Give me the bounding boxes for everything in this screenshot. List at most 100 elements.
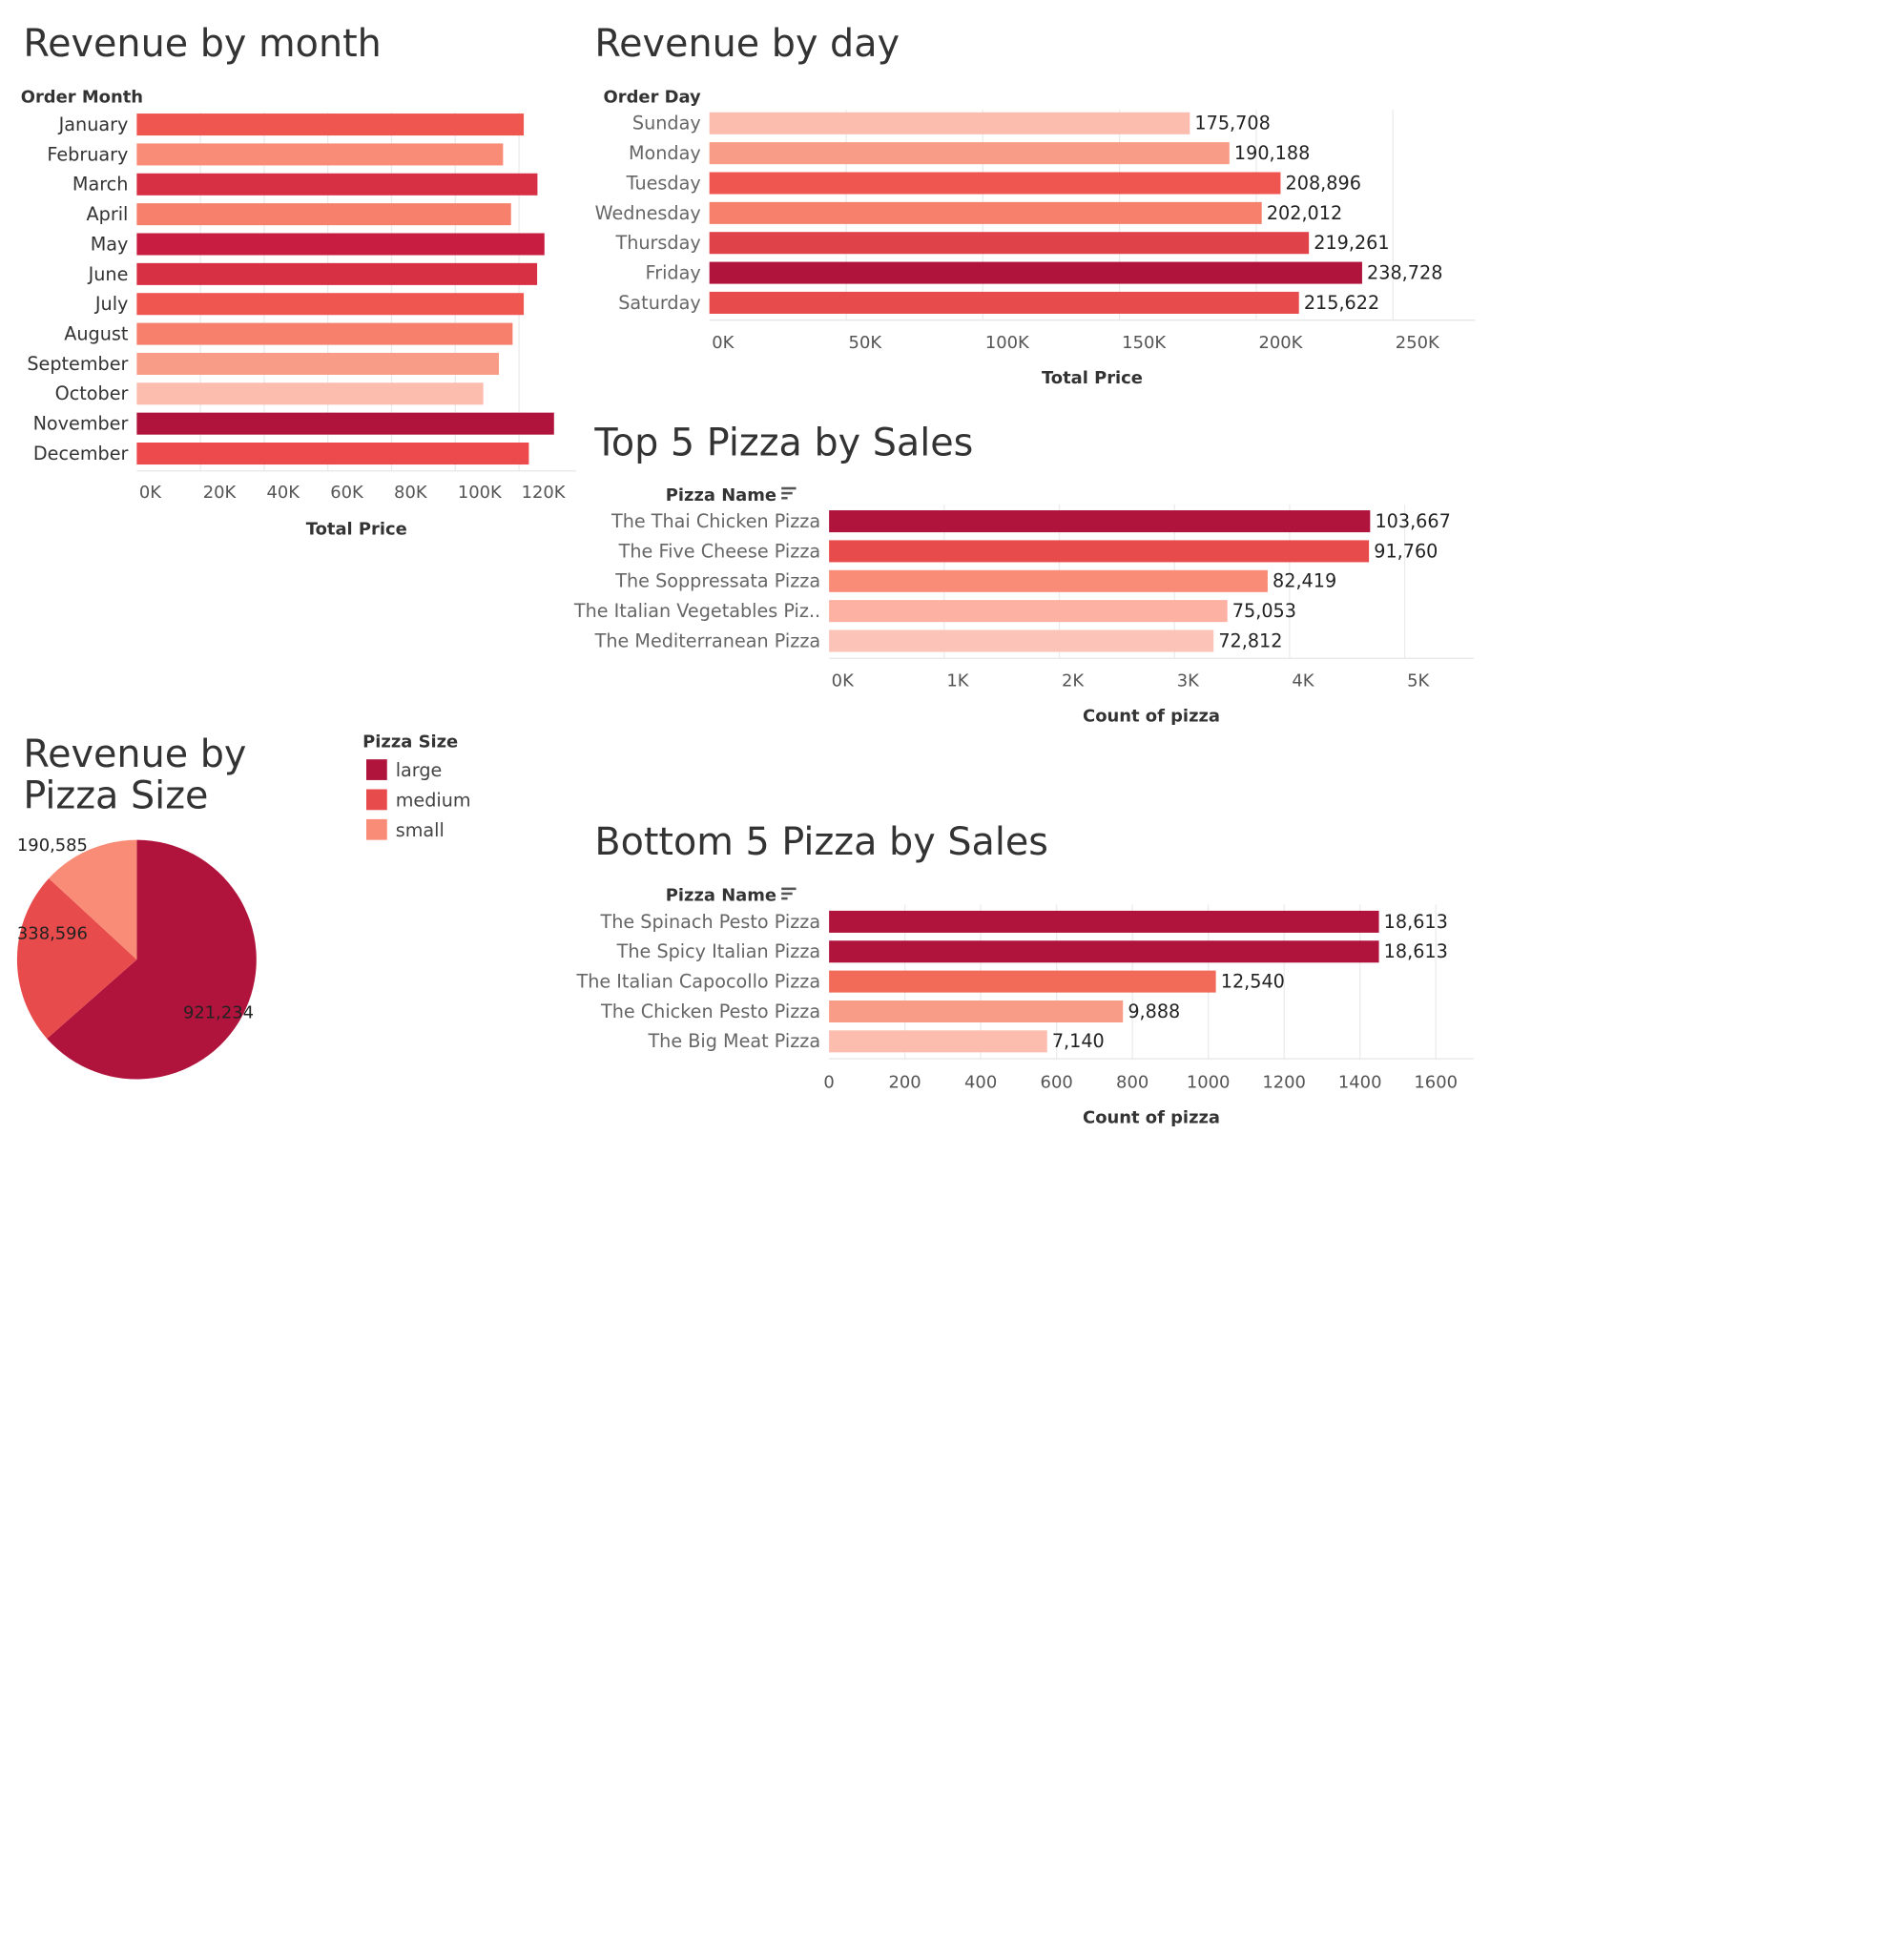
bar bbox=[709, 142, 1230, 165]
x-tick-label: 250K bbox=[1396, 333, 1440, 353]
category-header: Pizza Name bbox=[666, 886, 776, 906]
category-label: December bbox=[33, 443, 129, 464]
category-label: The Soppressata Pizza bbox=[614, 570, 820, 592]
data-label: 175,708 bbox=[1194, 113, 1270, 134]
bar bbox=[136, 443, 529, 465]
x-tick-label: 1200 bbox=[1262, 1072, 1306, 1092]
data-label: 208,896 bbox=[1286, 172, 1361, 194]
data-label: 238,728 bbox=[1367, 261, 1442, 283]
x-tick-label: 1600 bbox=[1414, 1072, 1458, 1092]
bar bbox=[829, 1030, 1047, 1053]
bottom5-pizza-title: Bottom 5 Pizza by Sales bbox=[594, 820, 1048, 865]
pie-slice bbox=[16, 878, 137, 1039]
data-label: 75,053 bbox=[1232, 600, 1296, 622]
x-tick-label: 5K bbox=[1407, 670, 1430, 691]
bar bbox=[136, 412, 554, 435]
top5-pizza-title: Top 5 Pizza by Sales bbox=[594, 421, 974, 465]
pie-label: 190,585 bbox=[17, 835, 88, 856]
legend-label: large bbox=[396, 759, 443, 781]
x-tick-label: 40K bbox=[266, 483, 300, 503]
revenue-by-month-panel: Revenue by month Order Month January Febru… bbox=[0, 0, 586, 562]
x-tick-label: 1000 bbox=[1187, 1072, 1231, 1092]
x-tick-label: 50K bbox=[849, 333, 883, 353]
category-label: The Big Meat Pizza bbox=[647, 1030, 820, 1052]
category-label: Thursday bbox=[614, 232, 700, 254]
data-label: 18,613 bbox=[1384, 940, 1448, 962]
category-label: Wednesday bbox=[595, 202, 701, 224]
data-label: 103,667 bbox=[1375, 510, 1450, 532]
data-label: 72,812 bbox=[1218, 629, 1282, 651]
sort-icon bbox=[781, 887, 797, 891]
bar bbox=[829, 970, 1216, 993]
bottom5-pizza-panel: Bottom 5 Pizza by Sales Pizza Name The Sp… bbox=[574, 808, 1490, 1149]
x-axis-title: Total Price bbox=[1042, 368, 1143, 388]
bar bbox=[829, 600, 1228, 623]
revenue-by-size-title-line2: Pizza Size bbox=[23, 774, 209, 818]
bar bbox=[136, 382, 484, 405]
bar bbox=[136, 293, 525, 316]
revenue-by-size-title-line1: Revenue by bbox=[23, 732, 247, 777]
category-label: The Spicy Italian Pizza bbox=[616, 940, 820, 962]
revenue-by-month-title: Revenue by month bbox=[23, 22, 382, 67]
bar bbox=[136, 262, 538, 285]
category-label: July bbox=[94, 293, 129, 315]
revenue-by-size-chart: 921,234 338,596 190,585 Pizza Size large medi… bbox=[16, 732, 471, 1080]
bar bbox=[829, 940, 1379, 963]
category-label: The Italian Capocollo Pizza bbox=[576, 971, 821, 993]
data-label: 219,261 bbox=[1314, 232, 1389, 254]
x-tick-label: 400 bbox=[964, 1072, 997, 1092]
legend-swatch bbox=[366, 818, 387, 840]
bar bbox=[136, 143, 504, 166]
bar bbox=[829, 1000, 1124, 1022]
x-tick-label: 200 bbox=[889, 1072, 921, 1092]
category-header: Pizza Name bbox=[666, 485, 776, 505]
x-tick-label: 4K bbox=[1292, 670, 1314, 691]
category-label: The Chicken Pesto Pizza bbox=[600, 1000, 820, 1022]
bar bbox=[709, 112, 1190, 134]
sort-icon bbox=[781, 486, 797, 490]
data-label: 190,188 bbox=[1234, 142, 1310, 164]
x-tick-label: 2K bbox=[1062, 670, 1085, 691]
pie-label: 921,234 bbox=[183, 1003, 254, 1023]
category-label: The Mediterranean Pizza bbox=[594, 629, 821, 651]
bar bbox=[829, 910, 1379, 933]
data-label: 82,419 bbox=[1273, 570, 1336, 592]
bottom5-pizza-chart: Pizza Name The Spinach Pesto Pizza 18,613 T… bbox=[576, 886, 1474, 1128]
x-tick-label: 120K bbox=[522, 483, 567, 503]
x-tick-label: 1K bbox=[946, 670, 969, 691]
pie-label: 338,596 bbox=[17, 923, 88, 943]
category-label: Friday bbox=[646, 261, 701, 283]
legend-label: medium bbox=[396, 789, 471, 811]
category-header: Order Month bbox=[21, 88, 143, 108]
x-tick-label: 100K bbox=[458, 483, 503, 503]
data-label: 7,140 bbox=[1052, 1030, 1105, 1052]
bar bbox=[709, 201, 1262, 224]
revenue-by-day-panel: Revenue by day Order Day Sunday 175,708 Mon… bbox=[574, 0, 1490, 402]
category-label: September bbox=[27, 353, 128, 375]
sort-icon bbox=[781, 892, 793, 896]
x-tick-label: 100K bbox=[985, 333, 1030, 353]
category-label: November bbox=[33, 413, 129, 435]
bar bbox=[136, 233, 545, 256]
category-label: June bbox=[88, 263, 129, 285]
bar bbox=[709, 261, 1362, 284]
x-tick-label: 60K bbox=[330, 483, 364, 503]
sort-icon bbox=[781, 897, 788, 900]
bar bbox=[709, 172, 1281, 195]
pie-slice bbox=[47, 839, 257, 1080]
category-header: Order Day bbox=[604, 88, 701, 108]
x-axis-title: Count of pizza bbox=[1083, 1108, 1220, 1128]
x-tick-label: 1400 bbox=[1338, 1072, 1382, 1092]
x-tick-label: 20K bbox=[203, 483, 238, 503]
category-label: April bbox=[87, 203, 129, 225]
x-tick-label: 150K bbox=[1122, 333, 1167, 353]
bar bbox=[829, 540, 1370, 563]
category-label: Saturday bbox=[618, 292, 700, 314]
legend-swatch bbox=[366, 759, 387, 780]
category-label: January bbox=[58, 113, 129, 135]
category-label: Sunday bbox=[632, 113, 701, 134]
bar bbox=[136, 352, 500, 375]
x-axis-title: Count of pizza bbox=[1083, 706, 1220, 726]
category-label: The Italian Vegetables Piz.. bbox=[573, 600, 820, 622]
